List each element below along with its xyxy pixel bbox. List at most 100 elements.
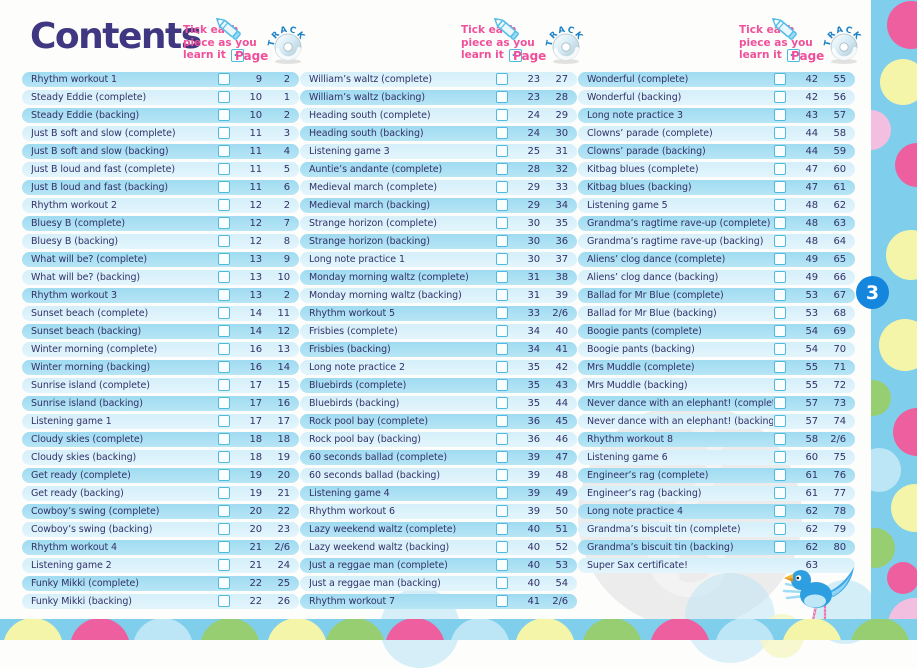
tick-checkbox[interactable] xyxy=(774,271,786,283)
tick-checkbox[interactable] xyxy=(496,181,508,193)
tick-checkbox[interactable] xyxy=(774,181,786,193)
header-checkbox[interactable]: ✓ xyxy=(230,49,244,62)
tick-checkbox[interactable] xyxy=(774,523,786,535)
tick-checkbox[interactable] xyxy=(496,343,508,355)
tick-checkbox[interactable] xyxy=(774,109,786,121)
tick-checkbox[interactable] xyxy=(218,181,230,193)
tick-checkbox[interactable] xyxy=(218,433,230,445)
tick-checkbox[interactable] xyxy=(496,289,508,301)
tick-checkbox[interactable] xyxy=(218,541,230,553)
tick-checkbox[interactable] xyxy=(774,433,786,445)
tick-checkbox[interactable] xyxy=(218,415,230,427)
tick-checkbox[interactable] xyxy=(496,307,508,319)
tick-checkbox[interactable] xyxy=(496,271,508,283)
table-row: Never dance with an elephant! (complete)… xyxy=(578,396,855,411)
tick-checkbox[interactable] xyxy=(496,91,508,103)
header-checkbox[interactable]: ✓ xyxy=(508,49,522,62)
piece-title: Frisbies (complete) xyxy=(309,326,398,337)
tick-checkbox[interactable] xyxy=(218,199,230,211)
tick-checkbox[interactable] xyxy=(218,343,230,355)
tick-checkbox[interactable] xyxy=(496,595,508,607)
piece-title: Listening game 6 xyxy=(587,452,668,463)
piece-title: Monday morning waltz (backing) xyxy=(309,290,462,301)
tick-checkbox[interactable] xyxy=(496,109,508,121)
tick-checkbox[interactable] xyxy=(496,541,508,553)
tick-checkbox[interactable] xyxy=(496,235,508,247)
tick-checkbox[interactable] xyxy=(496,523,508,535)
tick-checkbox[interactable] xyxy=(774,163,786,175)
tick-checkbox[interactable] xyxy=(218,397,230,409)
tick-checkbox[interactable] xyxy=(774,127,786,139)
tick-checkbox[interactable] xyxy=(496,451,508,463)
tick-checkbox[interactable] xyxy=(218,577,230,589)
tick-checkbox[interactable] xyxy=(496,397,508,409)
tick-checkbox[interactable] xyxy=(218,487,230,499)
tick-checkbox[interactable] xyxy=(496,505,508,517)
tick-checkbox[interactable] xyxy=(496,559,508,571)
tick-checkbox[interactable] xyxy=(218,307,230,319)
tick-checkbox[interactable] xyxy=(218,505,230,517)
tick-checkbox[interactable] xyxy=(774,379,786,391)
tick-checkbox[interactable] xyxy=(774,73,786,85)
tick-checkbox[interactable] xyxy=(496,199,508,211)
tick-checkbox[interactable] xyxy=(218,73,230,85)
tick-checkbox[interactable] xyxy=(774,541,786,553)
tick-checkbox[interactable] xyxy=(218,361,230,373)
tick-checkbox[interactable] xyxy=(218,145,230,157)
tick-checkbox[interactable] xyxy=(218,595,230,607)
tick-checkbox[interactable] xyxy=(496,433,508,445)
tick-checkbox[interactable] xyxy=(218,379,230,391)
tick-checkbox[interactable] xyxy=(774,289,786,301)
tick-checkbox[interactable] xyxy=(496,469,508,481)
tick-checkbox[interactable] xyxy=(774,307,786,319)
tick-checkbox[interactable] xyxy=(774,415,786,427)
tick-checkbox[interactable] xyxy=(774,505,786,517)
tick-checkbox[interactable] xyxy=(496,163,508,175)
tick-checkbox[interactable] xyxy=(774,145,786,157)
tick-checkbox[interactable] xyxy=(496,325,508,337)
tick-checkbox[interactable] xyxy=(774,217,786,229)
tick-checkbox[interactable] xyxy=(218,451,230,463)
tick-checkbox[interactable] xyxy=(774,253,786,265)
tick-checkbox[interactable] xyxy=(218,325,230,337)
tick-checkbox[interactable] xyxy=(774,469,786,481)
tick-checkbox[interactable] xyxy=(496,253,508,265)
tick-checkbox[interactable] xyxy=(774,199,786,211)
tick-checkbox[interactable] xyxy=(218,271,230,283)
tick-checkbox[interactable] xyxy=(774,487,786,499)
tick-checkbox[interactable] xyxy=(496,73,508,85)
tick-checkbox[interactable] xyxy=(496,145,508,157)
tick-checkbox[interactable] xyxy=(496,415,508,427)
tick-checkbox[interactable] xyxy=(774,397,786,409)
tick-checkbox[interactable] xyxy=(774,343,786,355)
tick-checkbox[interactable] xyxy=(218,91,230,103)
piece-title: Sunset beach (backing) xyxy=(31,326,142,337)
tick-checkbox[interactable] xyxy=(774,91,786,103)
header-checkbox[interactable]: ✓ xyxy=(786,49,800,62)
column-header: Tick each piece as you learn it ✓ Page TR… xyxy=(739,18,871,72)
tick-checkbox[interactable] xyxy=(218,109,230,121)
piece-title: Medieval march (complete) xyxy=(309,182,437,193)
tick-checkbox[interactable] xyxy=(218,127,230,139)
tick-checkbox[interactable] xyxy=(218,469,230,481)
tick-checkbox[interactable] xyxy=(496,217,508,229)
polka-dot xyxy=(715,619,775,640)
tick-checkbox[interactable] xyxy=(496,127,508,139)
tick-checkbox[interactable] xyxy=(218,253,230,265)
tick-checkbox[interactable] xyxy=(218,559,230,571)
tick-checkbox[interactable] xyxy=(774,451,786,463)
tick-checkbox[interactable] xyxy=(218,289,230,301)
page-number: 39 xyxy=(527,470,540,481)
tick-checkbox[interactable] xyxy=(496,379,508,391)
tick-checkbox[interactable] xyxy=(774,361,786,373)
tick-checkbox[interactable] xyxy=(218,217,230,229)
tick-checkbox[interactable] xyxy=(218,523,230,535)
tick-checkbox[interactable] xyxy=(774,325,786,337)
tick-checkbox[interactable] xyxy=(218,163,230,175)
tick-checkbox[interactable] xyxy=(774,235,786,247)
tick-checkbox[interactable] xyxy=(496,487,508,499)
tick-checkbox[interactable] xyxy=(218,235,230,247)
tick-checkbox[interactable] xyxy=(496,577,508,589)
track-number: 51 xyxy=(555,524,568,535)
tick-checkbox[interactable] xyxy=(496,361,508,373)
